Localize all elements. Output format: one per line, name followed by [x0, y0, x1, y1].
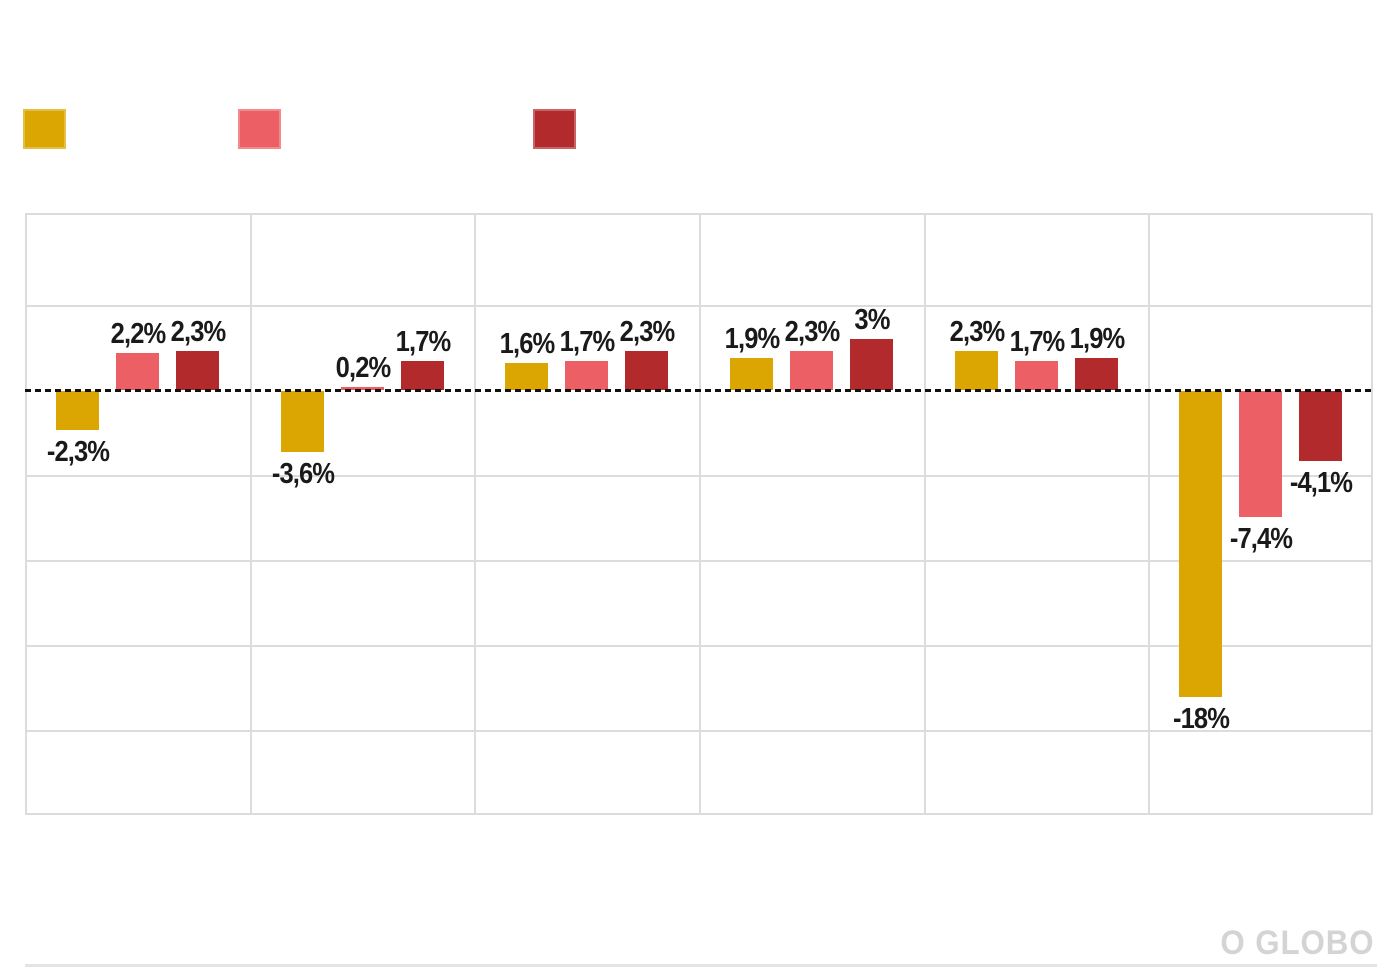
bar-value-label: 3% [853, 304, 890, 336]
watermark: O GLOBO [1220, 924, 1375, 962]
vertical-gridline [474, 213, 476, 815]
legend-swatch-series-2 [238, 109, 281, 149]
horizontal-gridline [25, 560, 1373, 562]
horizontal-gridline [25, 813, 1373, 815]
bar-series2-group3 [565, 361, 608, 390]
bar-series3-group4 [850, 339, 893, 390]
bar-value-label: 1,6% [499, 328, 555, 360]
bar-series3-group6 [1299, 391, 1342, 461]
bar-value-label: 1,9% [724, 323, 780, 355]
legend-swatch-series-3 [533, 109, 576, 149]
bar-series1-group1 [56, 391, 99, 430]
bar-series3-group2 [401, 361, 444, 390]
vertical-gridline [250, 213, 252, 815]
vertical-gridline [1371, 213, 1373, 815]
zero-baseline [25, 389, 1373, 392]
bar-value-label: 1,7% [559, 326, 615, 358]
vertical-gridline [699, 213, 701, 815]
bar-series2-group4 [790, 351, 833, 390]
vertical-gridline [924, 213, 926, 815]
bar-value-label: -4,1% [1289, 467, 1352, 499]
bar-value-label: 1,7% [395, 326, 451, 358]
bar-value-label: 0,2% [335, 352, 391, 384]
bar-series1-group2 [281, 391, 324, 452]
bar-value-label: 1,9% [1069, 323, 1125, 355]
bar-series3-group3 [625, 351, 668, 390]
plot-area: -2,3% -3,6% 1,6% 1,9% 2,3% -18% 2,2% 0,2% 1,7% 2,… [25, 213, 1373, 815]
vertical-gridline [25, 213, 27, 815]
legend-swatch-series-1 [23, 109, 66, 149]
horizontal-gridline [25, 645, 1373, 647]
bar-value-label: -18% [1172, 703, 1229, 735]
bar-series2-group1 [116, 353, 159, 390]
horizontal-gridline [25, 213, 1373, 215]
bar-value-label: 2,3% [784, 316, 840, 348]
bar-series1-group6 [1179, 391, 1222, 697]
bar-value-label: 2,3% [170, 316, 226, 348]
horizontal-gridline [25, 305, 1373, 307]
bottom-divider [25, 964, 1377, 967]
bar-value-label: 1,7% [1009, 326, 1065, 358]
bar-value-label: 2,3% [949, 316, 1005, 348]
vertical-gridline [1148, 213, 1150, 815]
bar-series3-group5 [1075, 358, 1118, 390]
bar-value-label: -3,6% [271, 458, 334, 490]
bar-series1-group3 [505, 363, 548, 390]
bar-value-label: -2,3% [46, 436, 109, 468]
bar-series2-group5 [1015, 361, 1058, 390]
bar-series3-group1 [176, 351, 219, 390]
horizontal-gridline [25, 730, 1373, 732]
bar-series2-group6 [1239, 391, 1282, 517]
bar-series1-group4 [730, 358, 773, 390]
legend [0, 0, 1400, 160]
bar-value-label: 2,3% [619, 316, 675, 348]
horizontal-gridline [25, 475, 1373, 477]
bar-series1-group5 [955, 351, 998, 390]
bar-value-label: -7,4% [1229, 523, 1292, 555]
bar-value-label: 2,2% [110, 318, 166, 350]
bar-series2-group2 [341, 387, 384, 390]
